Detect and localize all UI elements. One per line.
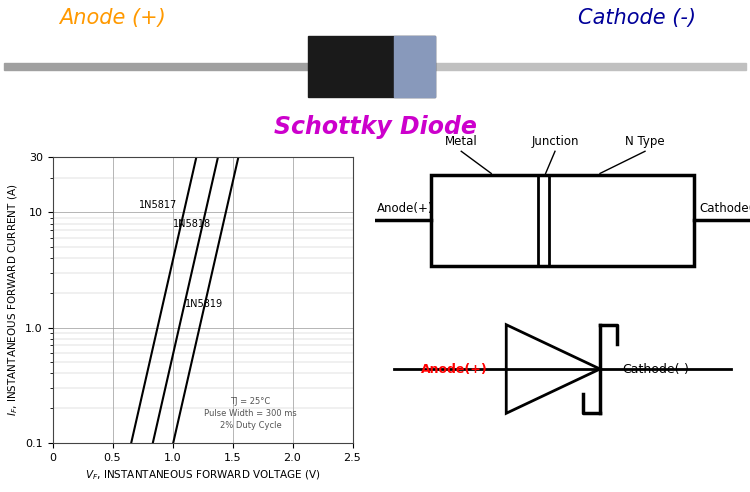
Bar [394, 36, 435, 97]
Text: 1N5818: 1N5818 [172, 219, 211, 229]
Text: 1N5819: 1N5819 [184, 299, 223, 309]
Text: Anode (+): Anode (+) [59, 8, 166, 29]
Text: N Type: N Type [626, 135, 664, 148]
Bar [308, 36, 435, 97]
Text: Cathode (-): Cathode (-) [578, 8, 697, 29]
Text: Junction: Junction [531, 135, 579, 148]
Bar [4, 63, 338, 70]
Text: Cathode(-): Cathode(-) [622, 363, 689, 375]
X-axis label: $V_F$, INSTANTANEOUS FORWARD VOLTAGE (V): $V_F$, INSTANTANEOUS FORWARD VOLTAGE (V) [85, 468, 320, 482]
Text: TJ = 25°C
Pulse Width = 300 ms
2% Duty Cycle: TJ = 25°C Pulse Width = 300 ms 2% Duty C… [204, 397, 297, 430]
Text: 1N5817: 1N5817 [139, 200, 177, 210]
Bar [431, 175, 694, 266]
Text: Schottky Diode: Schottky Diode [274, 115, 476, 139]
Bar [413, 63, 746, 70]
Text: Anode(+): Anode(+) [376, 202, 433, 215]
Text: Cathode(-): Cathode(-) [699, 202, 750, 215]
Text: Metal: Metal [445, 135, 478, 148]
Y-axis label: $I_F$, INSTANTANEOUS FORWARD CURRENT (A): $I_F$, INSTANTANEOUS FORWARD CURRENT (A) [6, 184, 20, 416]
Text: Anode(+): Anode(+) [421, 363, 488, 375]
